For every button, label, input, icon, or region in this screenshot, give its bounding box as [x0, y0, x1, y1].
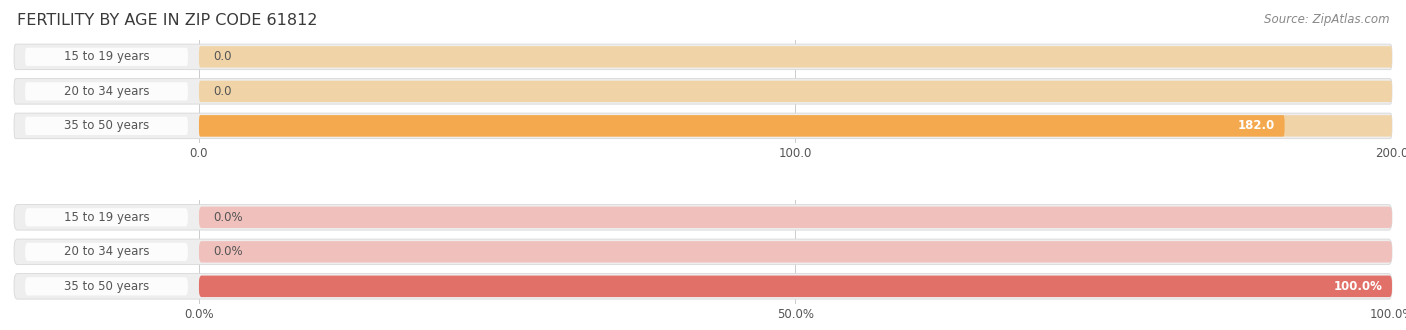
Text: 35 to 50 years: 35 to 50 years — [63, 119, 149, 132]
Text: 15 to 19 years: 15 to 19 years — [63, 50, 149, 63]
FancyBboxPatch shape — [200, 115, 1285, 137]
Text: 0.0: 0.0 — [214, 85, 232, 98]
FancyBboxPatch shape — [25, 82, 188, 100]
FancyBboxPatch shape — [25, 277, 188, 295]
FancyBboxPatch shape — [25, 117, 188, 135]
Text: 15 to 19 years: 15 to 19 years — [63, 211, 149, 224]
FancyBboxPatch shape — [14, 274, 1392, 299]
Text: 0.0%: 0.0% — [214, 211, 243, 224]
Text: 20 to 34 years: 20 to 34 years — [63, 85, 149, 98]
Text: 0.0: 0.0 — [214, 50, 232, 63]
FancyBboxPatch shape — [25, 208, 188, 226]
Text: 0.0%: 0.0% — [214, 245, 243, 258]
FancyBboxPatch shape — [200, 276, 1392, 297]
FancyBboxPatch shape — [14, 205, 1392, 230]
FancyBboxPatch shape — [14, 79, 1392, 104]
FancyBboxPatch shape — [200, 115, 1392, 137]
Text: 100.0%: 100.0% — [1333, 280, 1382, 293]
FancyBboxPatch shape — [25, 243, 188, 261]
Text: FERTILITY BY AGE IN ZIP CODE 61812: FERTILITY BY AGE IN ZIP CODE 61812 — [17, 13, 318, 28]
FancyBboxPatch shape — [200, 276, 1392, 297]
FancyBboxPatch shape — [200, 46, 1392, 68]
Text: Source: ZipAtlas.com: Source: ZipAtlas.com — [1264, 13, 1389, 26]
FancyBboxPatch shape — [200, 241, 1392, 263]
FancyBboxPatch shape — [25, 48, 188, 66]
FancyBboxPatch shape — [14, 113, 1392, 139]
Text: 182.0: 182.0 — [1237, 119, 1275, 132]
FancyBboxPatch shape — [14, 44, 1392, 70]
Text: 20 to 34 years: 20 to 34 years — [63, 245, 149, 258]
FancyBboxPatch shape — [200, 207, 1392, 228]
FancyBboxPatch shape — [200, 81, 1392, 102]
Text: 35 to 50 years: 35 to 50 years — [63, 280, 149, 293]
FancyBboxPatch shape — [14, 239, 1392, 265]
